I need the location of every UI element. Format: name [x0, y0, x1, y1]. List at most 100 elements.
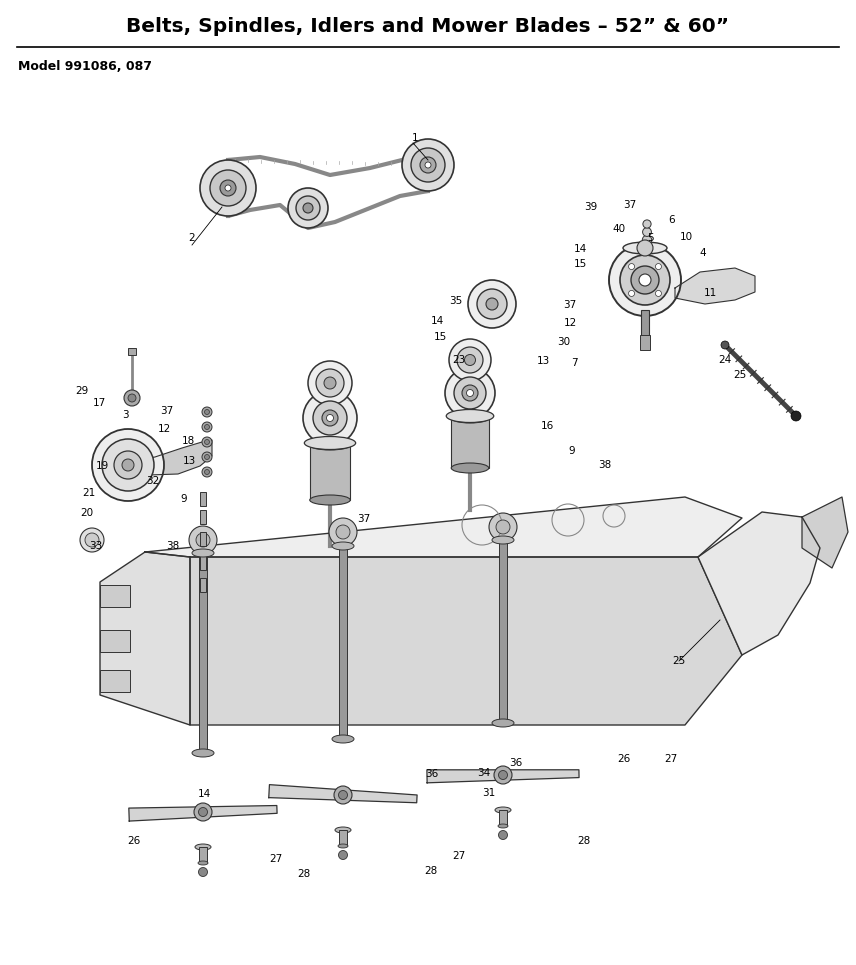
Ellipse shape: [310, 495, 350, 505]
Circle shape: [411, 148, 445, 182]
Circle shape: [316, 369, 344, 397]
Circle shape: [205, 409, 210, 415]
Circle shape: [202, 422, 212, 432]
Ellipse shape: [195, 844, 211, 850]
Text: 35: 35: [449, 296, 462, 306]
Ellipse shape: [451, 413, 489, 423]
Ellipse shape: [192, 749, 214, 757]
Circle shape: [92, 429, 164, 501]
Circle shape: [202, 467, 212, 477]
Ellipse shape: [623, 242, 667, 254]
Ellipse shape: [335, 827, 351, 833]
Text: 25: 25: [672, 656, 686, 666]
Polygon shape: [128, 440, 212, 478]
Circle shape: [124, 390, 140, 406]
Bar: [200, 578, 206, 592]
Text: 27: 27: [664, 754, 678, 764]
Text: 18: 18: [181, 436, 194, 446]
Text: 11: 11: [704, 288, 716, 298]
Text: 23: 23: [452, 355, 466, 365]
Circle shape: [336, 525, 350, 539]
Text: 37: 37: [623, 200, 637, 210]
Circle shape: [194, 803, 212, 821]
Ellipse shape: [495, 807, 511, 813]
Text: 20: 20: [80, 508, 93, 518]
Bar: [339, 543, 347, 741]
Bar: [200, 510, 206, 524]
Bar: [641, 310, 649, 340]
Text: 29: 29: [75, 386, 89, 396]
Ellipse shape: [492, 536, 514, 544]
Text: 37: 37: [357, 514, 371, 524]
Text: 37: 37: [563, 300, 577, 310]
Text: 13: 13: [537, 356, 550, 366]
Text: 24: 24: [718, 355, 732, 365]
Text: 27: 27: [270, 854, 282, 864]
Text: 9: 9: [181, 494, 187, 504]
Text: 28: 28: [425, 866, 437, 876]
Circle shape: [296, 196, 320, 220]
Bar: [128, 348, 136, 355]
Text: 33: 33: [89, 541, 103, 551]
Text: 7: 7: [571, 358, 577, 368]
Circle shape: [326, 415, 334, 422]
Circle shape: [467, 390, 473, 397]
Text: 34: 34: [478, 768, 490, 778]
Text: 28: 28: [578, 836, 591, 846]
Text: 9: 9: [568, 446, 575, 456]
Circle shape: [225, 185, 231, 191]
Polygon shape: [675, 268, 755, 304]
Circle shape: [642, 243, 652, 253]
Circle shape: [791, 411, 801, 421]
Circle shape: [643, 220, 651, 228]
Text: Belts, Spindles, Idlers and Mower Blades – 52” & 60”: Belts, Spindles, Idlers and Mower Blades…: [127, 17, 729, 37]
Circle shape: [200, 160, 256, 216]
Text: 30: 30: [557, 337, 571, 347]
Text: 26: 26: [128, 836, 140, 846]
Bar: [199, 550, 207, 755]
Bar: [200, 556, 206, 570]
Ellipse shape: [332, 542, 354, 550]
Text: 14: 14: [574, 244, 586, 254]
Circle shape: [102, 439, 154, 491]
Circle shape: [329, 518, 357, 546]
Text: Model 991086, 087: Model 991086, 087: [18, 60, 152, 72]
Text: 6: 6: [669, 215, 675, 225]
Text: 12: 12: [563, 318, 577, 328]
Text: 38: 38: [166, 541, 180, 551]
Circle shape: [420, 157, 436, 173]
Text: 17: 17: [92, 398, 105, 408]
Circle shape: [609, 244, 681, 316]
Text: 32: 32: [146, 476, 159, 486]
Circle shape: [454, 377, 486, 409]
Circle shape: [122, 459, 134, 471]
Bar: [100, 585, 130, 607]
Bar: [100, 630, 130, 652]
Circle shape: [449, 339, 491, 381]
Circle shape: [202, 452, 212, 462]
Circle shape: [721, 341, 729, 349]
Text: 21: 21: [82, 488, 96, 498]
Text: 27: 27: [452, 851, 466, 861]
Circle shape: [313, 401, 347, 435]
Ellipse shape: [192, 549, 214, 557]
Polygon shape: [190, 557, 742, 725]
Bar: [499, 537, 507, 725]
Polygon shape: [128, 806, 277, 821]
Circle shape: [202, 437, 212, 447]
Circle shape: [205, 470, 210, 475]
Circle shape: [486, 298, 498, 310]
Text: 37: 37: [160, 406, 174, 416]
Circle shape: [498, 831, 508, 840]
Circle shape: [468, 280, 516, 328]
Circle shape: [656, 263, 662, 269]
Text: 40: 40: [612, 224, 626, 234]
Ellipse shape: [332, 735, 354, 743]
Text: 4: 4: [699, 248, 706, 258]
Circle shape: [205, 425, 210, 429]
Circle shape: [637, 240, 653, 256]
Text: 36: 36: [509, 758, 523, 768]
Circle shape: [205, 455, 210, 459]
Circle shape: [642, 235, 651, 245]
Circle shape: [620, 255, 670, 305]
